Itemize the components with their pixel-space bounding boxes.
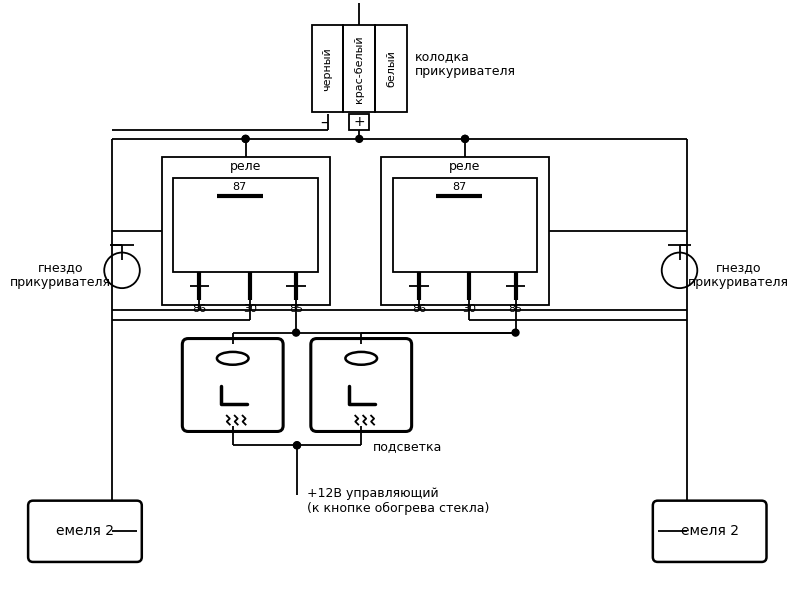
Text: 86: 86 bbox=[412, 304, 426, 314]
Text: реле: реле bbox=[230, 160, 262, 173]
Bar bbox=[162, 157, 330, 305]
Circle shape bbox=[356, 136, 362, 142]
Text: гнездо
прикуривателя: гнездо прикуривателя bbox=[688, 261, 790, 289]
Circle shape bbox=[462, 136, 469, 142]
FancyBboxPatch shape bbox=[311, 338, 412, 431]
Bar bbox=[343, 25, 375, 112]
FancyBboxPatch shape bbox=[182, 338, 283, 431]
Circle shape bbox=[293, 329, 299, 336]
Text: подсветка: подсветка bbox=[373, 440, 442, 453]
Text: реле: реле bbox=[450, 160, 481, 173]
Text: 30: 30 bbox=[243, 304, 257, 314]
Text: +: + bbox=[354, 115, 365, 129]
Bar bbox=[350, 114, 369, 130]
Text: гнездо
прикуривателя: гнездо прикуривателя bbox=[10, 261, 111, 289]
Text: черный: черный bbox=[322, 47, 333, 91]
Circle shape bbox=[512, 329, 519, 336]
Bar bbox=[393, 178, 537, 272]
Text: +12В управляющий
(к кнопке обогрева стекла): +12В управляющий (к кнопке обогрева стек… bbox=[307, 487, 490, 515]
Text: крас-белый: крас-белый bbox=[354, 35, 364, 103]
Text: 85: 85 bbox=[509, 304, 522, 314]
Circle shape bbox=[242, 136, 249, 142]
FancyBboxPatch shape bbox=[653, 500, 766, 562]
Text: –: – bbox=[320, 115, 327, 130]
Text: емеля 2: емеля 2 bbox=[56, 524, 114, 538]
Text: 87: 87 bbox=[452, 182, 466, 193]
Text: 30: 30 bbox=[462, 304, 476, 314]
Text: колодка
прикуривателя: колодка прикуривателя bbox=[414, 50, 516, 78]
Bar bbox=[174, 178, 318, 272]
FancyBboxPatch shape bbox=[28, 500, 142, 562]
Text: емеля 2: емеля 2 bbox=[681, 524, 738, 538]
Text: 87: 87 bbox=[233, 182, 247, 193]
Text: 86: 86 bbox=[192, 304, 206, 314]
Circle shape bbox=[294, 442, 301, 449]
Circle shape bbox=[462, 136, 469, 142]
Text: белый: белый bbox=[386, 50, 396, 87]
Bar bbox=[375, 25, 406, 112]
Text: 85: 85 bbox=[289, 304, 303, 314]
Circle shape bbox=[294, 442, 301, 449]
Bar bbox=[381, 157, 549, 305]
Bar bbox=[312, 25, 343, 112]
Circle shape bbox=[242, 136, 249, 142]
